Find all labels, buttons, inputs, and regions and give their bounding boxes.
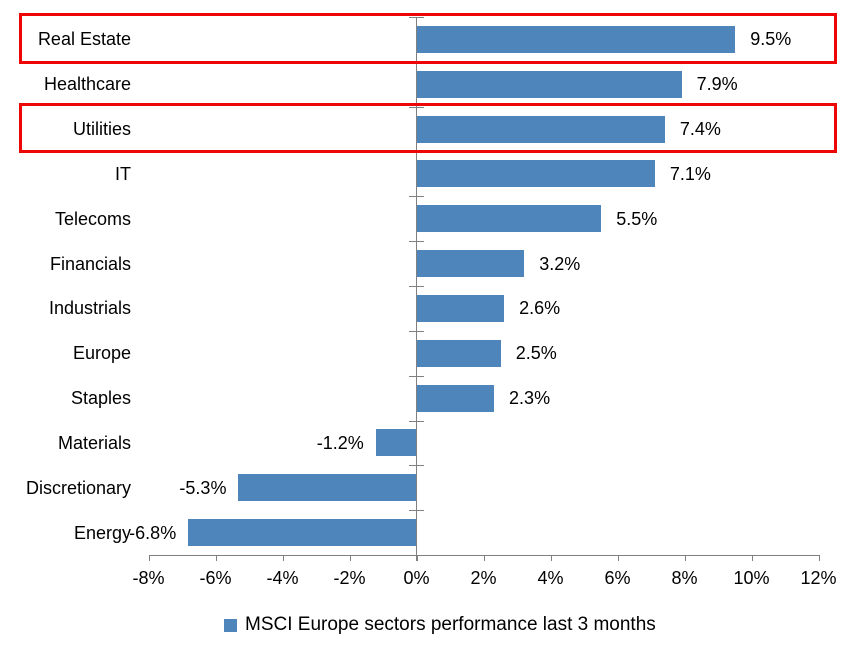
x-tick [818,555,820,561]
value-label-discretionary: -5.3% [179,477,227,498]
x-tick-label: 12% [800,568,837,588]
x-tick [282,555,284,561]
legend: MSCI Europe sectors performance last 3 m… [224,612,656,638]
x-tick [416,555,418,561]
bar-europe [417,339,501,367]
bar-telecoms [417,205,602,233]
value-label-it: 7.1% [669,163,711,184]
category-label-industrials: Industrials [48,298,131,319]
x-tick-label: -6% [199,568,232,588]
category-axis-line [416,17,417,561]
value-label-industrials: 2.6% [519,298,561,319]
bar-staples [417,384,495,412]
category-label-staples: Staples [70,388,131,409]
x-tick [215,555,217,561]
x-tick [617,555,619,561]
legend-label: MSCI Europe sectors performance last 3 m… [245,614,656,635]
value-label-utilities: 7.4% [679,119,721,140]
category-label-energy: Energy [73,522,131,543]
bar-financials [417,250,525,278]
x-tick [349,555,351,561]
x-tick-label: 4% [537,568,564,588]
bar-discretionary [238,474,416,502]
x-tick-label: -4% [266,568,299,588]
category-label-europe: Europe [72,343,131,364]
bar-industrials [417,294,505,322]
category-label-discretionary: Discretionary [25,477,131,498]
highlight-box-real-estate [19,13,837,64]
value-label-staples: 2.3% [509,388,551,409]
category-label-healthcare: Healthcare [43,74,131,95]
value-label-real-estate: 9.5% [750,29,792,50]
bar-utilities [417,115,665,143]
bar-energy [188,519,416,547]
bar-it [417,160,655,188]
value-label-energy: -6.8% [129,522,177,543]
x-tick-label: -8% [132,568,165,588]
x-tick [550,555,552,561]
category-label-real-estate: Real Estate [37,29,131,50]
bar-healthcare [417,70,682,98]
x-tick-label: 0% [403,568,430,588]
value-label-telecoms: 5.5% [616,208,658,229]
x-tick [751,555,753,561]
bar-materials [375,429,416,457]
x-tick [483,555,485,561]
category-label-it: IT [115,163,131,184]
x-tick [148,555,150,561]
x-tick-label: 10% [733,568,770,588]
highlight-box-utilities [19,102,837,154]
category-label-financials: Financials [49,253,131,274]
value-label-europe: 2.5% [515,343,557,364]
category-label-telecoms: Telecoms [54,208,131,229]
legend-series-marker-icon [224,618,237,632]
value-label-materials: -1.2% [316,432,364,453]
x-tick-label: 2% [470,568,497,588]
x-tick [684,555,686,561]
x-tick-label: 6% [604,568,631,588]
value-label-healthcare: 7.9% [696,74,738,95]
category-label-materials: Materials [57,432,131,453]
x-tick-label: -2% [333,568,366,588]
value-label-financials: 3.2% [539,253,581,274]
bar-real-estate [417,25,736,53]
category-label-utilities: Utilities [72,119,131,140]
x-tick-label: 8% [671,568,698,588]
